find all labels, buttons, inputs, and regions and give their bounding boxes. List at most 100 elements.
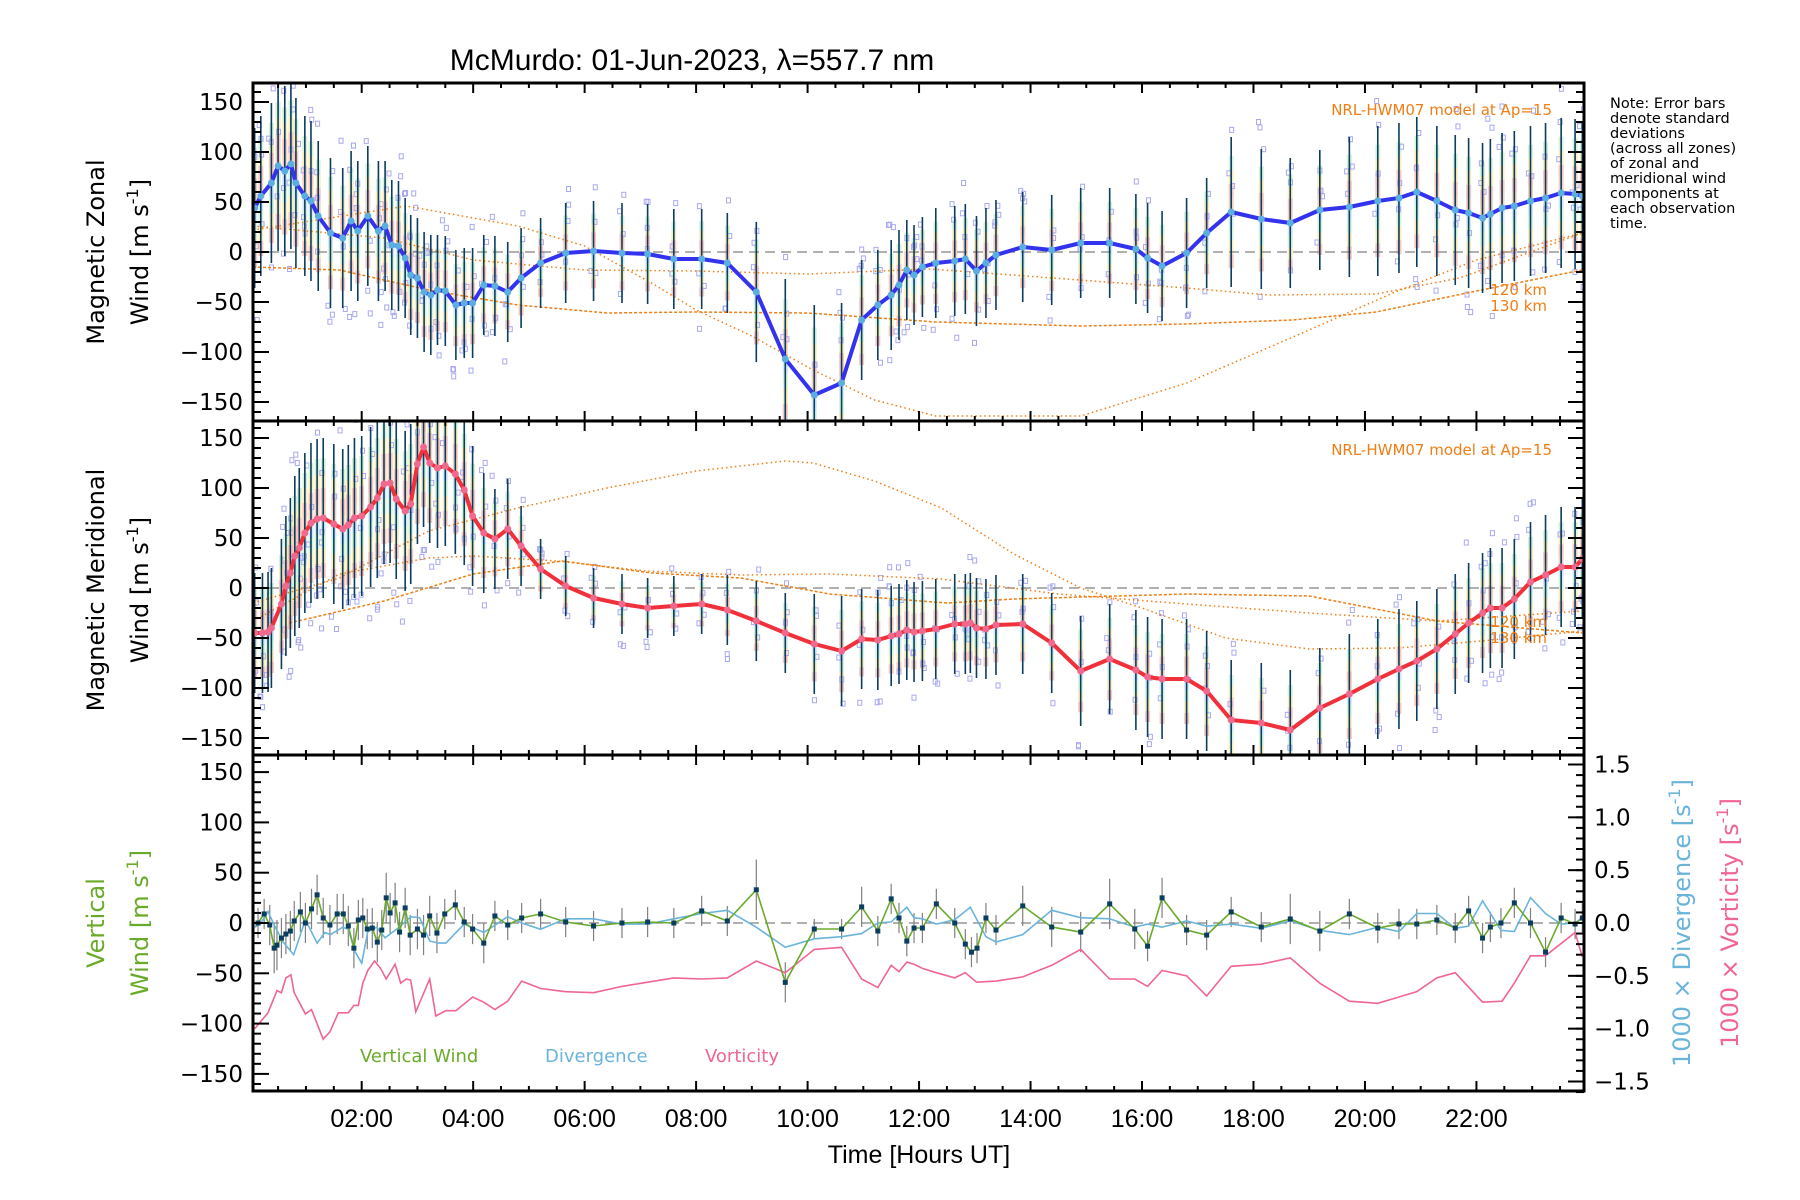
ylabel-sup: -1	[1665, 788, 1684, 804]
vertical-wind-point	[327, 922, 333, 928]
zone-scatter-point	[1346, 619, 1352, 626]
zone-scatter-point	[887, 357, 893, 364]
zone-scatter-point	[860, 626, 866, 633]
zone-scatter-point	[1231, 649, 1237, 656]
vertical-wind-point	[1078, 929, 1084, 935]
vertical-wind-point	[919, 925, 925, 931]
zone-scatter-point	[390, 309, 396, 316]
zonal-data-point	[388, 241, 396, 249]
vertical-wind-point	[962, 941, 968, 947]
zone-scatter-point	[878, 574, 884, 581]
vertical-wind-point	[369, 925, 375, 931]
zonal-data-point	[1413, 188, 1421, 196]
zone-scatter-point	[493, 497, 499, 504]
zone-scatter-point	[460, 408, 464, 413]
left-tick-label: 0	[228, 576, 243, 602]
vertical-wind-point	[933, 901, 939, 907]
zone-scatter-point	[620, 642, 626, 649]
zonal-data-point	[1227, 208, 1235, 216]
zone-scatter-point	[329, 311, 335, 318]
zone-scatter-point	[342, 305, 348, 312]
zonal-data-point	[292, 179, 300, 187]
x-tick-label: 08:00	[665, 1105, 728, 1133]
zone-scatter-point	[1230, 640, 1236, 647]
zone-scatter-point	[274, 193, 280, 200]
vertical-wind-point	[351, 945, 357, 951]
vertical-wind-point	[896, 915, 902, 921]
zone-scatter-point	[1464, 303, 1470, 310]
meridional-data-point	[392, 495, 400, 503]
zone-scatter-point	[309, 503, 315, 510]
x-tick-label: 14:00	[999, 1105, 1062, 1133]
meridional-data-point	[644, 604, 652, 612]
zone-scatter-point	[411, 190, 417, 197]
vertical-wind-point	[974, 945, 980, 951]
zone-scatter-point	[1468, 657, 1474, 664]
zone-scatter-point	[462, 345, 468, 352]
zone-scatter-point	[1079, 615, 1085, 622]
zonal-data-point	[1132, 245, 1140, 253]
x-tick-label: 20:00	[1334, 1105, 1397, 1133]
meridional-data-point	[723, 606, 731, 614]
zone-scatter-point	[1397, 745, 1403, 752]
zone-scatter-point	[1104, 635, 1110, 642]
vertical-wind-point	[1132, 926, 1138, 932]
zone-scatter-point	[1156, 316, 1162, 323]
vorticity-ylabel: 1000 × Vorticity [s-1]	[1713, 798, 1744, 1048]
x-tick-label: 16:00	[1111, 1105, 1174, 1133]
meridional-data-point	[903, 626, 911, 634]
zone-scatter-point	[393, 405, 397, 410]
zonal-data-point	[374, 227, 382, 235]
zonal-data-point	[910, 271, 918, 279]
vertical-wind-point	[1511, 900, 1517, 906]
zone-scatter-point	[281, 505, 287, 512]
vertical-wind-point	[1107, 901, 1113, 907]
zonal-data-point	[1077, 239, 1085, 247]
x-axis-label: Time [Hours UT]	[828, 1141, 1010, 1169]
right-tick-label: −0.5	[1594, 964, 1650, 990]
zonal-data-point	[781, 355, 789, 363]
meridional-data-point	[1374, 675, 1382, 683]
divergence-ylabel: 1000 × Divergence [s-1]	[1665, 779, 1696, 1067]
zone-scatter-point	[479, 467, 485, 474]
left-tick-label: −50	[194, 290, 243, 316]
meridional-data-point	[480, 529, 488, 537]
meridional-data-point	[951, 620, 959, 628]
vertical-wind-panel: −1.5 −1.0 −0.5 0.0 0.5 1.0 1.5 −150 −100 −50 0 50 10…	[82, 753, 1744, 1096]
zone-color-bar	[421, 402, 426, 417]
meridional-plot-area: −150 −100 −50 0 50 100 150	[180, 402, 1586, 768]
zone-scatter-point	[984, 203, 990, 210]
note-line: meridional wind	[1610, 171, 1726, 187]
zonal-data-point	[1048, 246, 1056, 254]
zone-scatter-point	[643, 198, 649, 205]
vertical-wind-point	[1020, 903, 1026, 909]
zone-scatter-point	[378, 289, 384, 296]
vertical-wind-point	[1375, 925, 1381, 931]
zone-scatter-point	[1558, 85, 1564, 92]
x-tick-label: 12:00	[888, 1105, 951, 1133]
zone-scatter-point	[378, 570, 384, 577]
zone-scatter-point	[289, 457, 295, 464]
zone-scatter-point	[930, 326, 936, 333]
zone-scatter-point	[813, 507, 817, 512]
vertical-wind-point	[753, 887, 759, 893]
zone-scatter-point	[951, 216, 957, 223]
zone-color-bar	[1259, 757, 1264, 768]
zone-scatter-point	[1453, 105, 1459, 112]
vertical-wind-point	[387, 910, 393, 916]
meridional-data-point	[1132, 666, 1140, 674]
zone-scatter-point	[967, 554, 973, 561]
zone-scatter-point	[672, 278, 678, 285]
zone-scatter-point	[338, 137, 344, 144]
zonal-data-point	[1158, 262, 1166, 270]
zone-scatter-point	[325, 302, 331, 309]
zone-scatter-point	[339, 555, 345, 562]
vertical-ylabel-line1: Vertical	[82, 878, 110, 968]
zone-scatter-point	[617, 641, 623, 648]
vertical-wind-point	[397, 929, 403, 935]
zone-scatter-point	[1376, 121, 1382, 128]
zone-scatter-point	[1345, 741, 1351, 748]
meridional-data-point	[277, 600, 285, 608]
zone-scatter-point	[315, 566, 321, 573]
zone-scatter-point	[450, 365, 456, 372]
